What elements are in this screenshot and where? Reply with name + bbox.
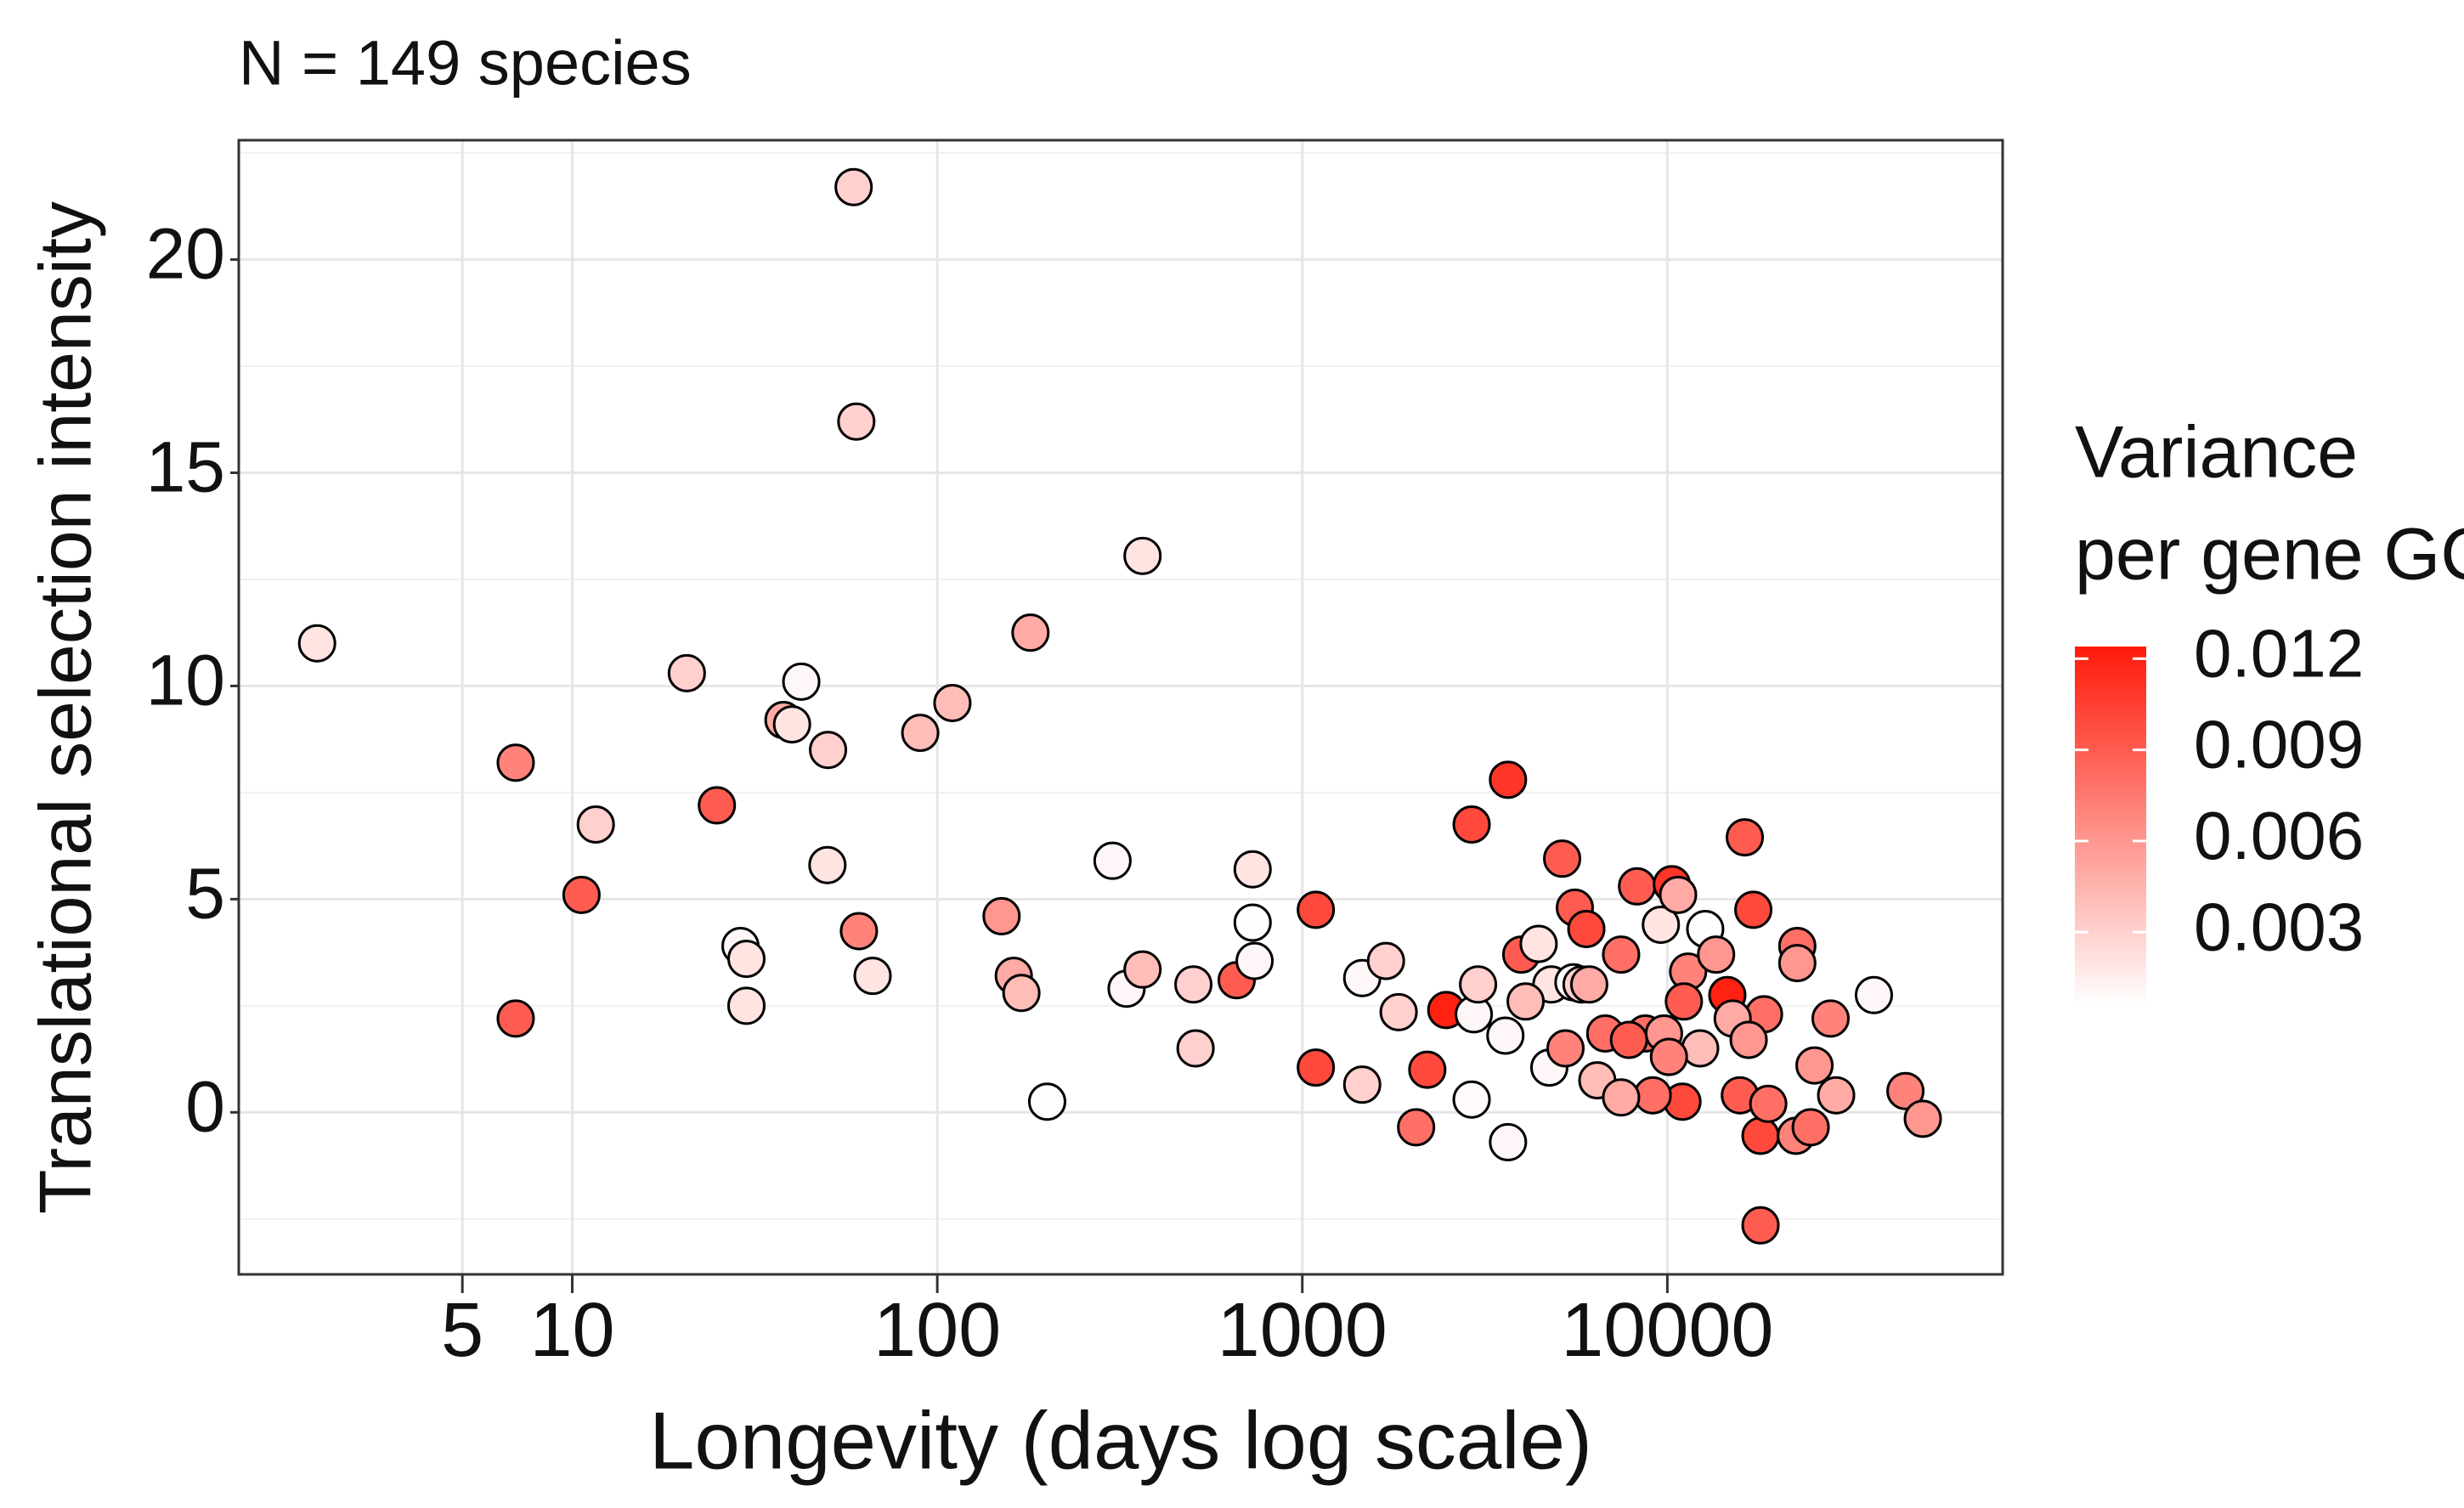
y-tick-label: 20 — [146, 214, 225, 294]
point — [1609, 1020, 1648, 1059]
point — [1664, 982, 1704, 1021]
point — [1886, 1071, 1925, 1110]
point — [1642, 905, 1681, 944]
x-tick-label: 1000 — [1218, 1288, 1387, 1373]
y-axis-label: Translational selection intensity — [25, 201, 107, 1214]
point — [1519, 924, 1558, 963]
point — [853, 957, 892, 996]
point — [1297, 890, 1336, 929]
point — [1452, 805, 1491, 844]
point — [1027, 1082, 1066, 1121]
x-tick-label: 10000 — [1561, 1288, 1773, 1373]
x-axis-label: Longevity (days log scale) — [649, 1395, 1592, 1486]
point — [1452, 1080, 1491, 1119]
point — [1567, 909, 1606, 948]
point — [1729, 1020, 1768, 1059]
point — [1811, 999, 1850, 1038]
point — [1734, 890, 1773, 929]
point — [1379, 992, 1418, 1031]
point — [1002, 974, 1041, 1013]
point — [1235, 941, 1274, 980]
point — [1233, 850, 1272, 889]
point — [1659, 875, 1698, 914]
point — [933, 683, 972, 722]
point — [1342, 1065, 1382, 1104]
point — [496, 999, 535, 1038]
point — [1618, 867, 1657, 906]
point — [1459, 965, 1498, 1004]
point — [667, 653, 706, 692]
point — [1903, 1099, 1942, 1138]
legend-title: per gene GCi — [2075, 514, 2464, 596]
point — [1408, 1050, 1447, 1089]
point — [1602, 1078, 1641, 1117]
colorbar-label: 0.009 — [2194, 707, 2364, 782]
point — [562, 875, 601, 914]
y-tick-label: 0 — [185, 1066, 225, 1146]
point — [1397, 1108, 1436, 1147]
x-tick-label: 10 — [529, 1288, 614, 1373]
point — [982, 896, 1021, 935]
point — [1602, 935, 1641, 974]
point — [297, 624, 336, 663]
y-tick-label: 15 — [146, 427, 225, 507]
point — [772, 705, 811, 744]
legend-title: Variance — [2075, 412, 2358, 494]
point — [1817, 1076, 1856, 1115]
point — [1854, 975, 1893, 1014]
point — [698, 786, 737, 825]
point — [1093, 841, 1132, 880]
point — [1489, 1122, 1528, 1161]
point — [1233, 903, 1272, 942]
point — [834, 167, 873, 206]
y-tick-label: 10 — [146, 641, 225, 720]
point — [1569, 965, 1608, 1004]
point — [809, 731, 848, 770]
point — [1176, 1029, 1215, 1068]
point — [1697, 935, 1736, 974]
point — [1795, 1046, 1834, 1085]
point — [1726, 818, 1765, 857]
colorbar-label: 0.012 — [2194, 615, 2364, 691]
x-tick-label: 5 — [441, 1288, 483, 1373]
point — [1681, 1029, 1720, 1068]
point — [1489, 760, 1528, 799]
chart-title: N = 149 species — [239, 28, 692, 99]
point — [1741, 1116, 1780, 1155]
point — [1543, 839, 1582, 878]
point — [837, 402, 876, 441]
colorbar — [2075, 647, 2146, 1005]
point — [496, 743, 535, 782]
point — [1366, 941, 1405, 980]
plot-border — [237, 138, 2004, 1276]
point — [1546, 1029, 1585, 1068]
point — [1741, 1206, 1780, 1245]
point — [1791, 1108, 1830, 1147]
point — [808, 845, 847, 884]
point — [901, 714, 940, 753]
point — [1174, 965, 1213, 1004]
y-tick-label: 5 — [185, 854, 225, 934]
point — [839, 912, 879, 951]
point — [726, 940, 766, 979]
point — [782, 662, 821, 701]
point — [1123, 536, 1162, 575]
point — [1506, 982, 1546, 1021]
point — [1649, 1037, 1688, 1076]
point — [1011, 613, 1050, 652]
point — [726, 986, 766, 1025]
point — [1486, 1016, 1525, 1055]
point — [1749, 1084, 1788, 1123]
point — [1777, 944, 1817, 983]
point — [1123, 950, 1162, 989]
point — [1633, 1076, 1672, 1115]
x-tick-label: 100 — [873, 1288, 1001, 1373]
colorbar-label: 0.006 — [2194, 798, 2364, 873]
point — [1297, 1048, 1336, 1087]
point — [576, 805, 615, 844]
colorbar-label: 0.003 — [2194, 889, 2364, 964]
